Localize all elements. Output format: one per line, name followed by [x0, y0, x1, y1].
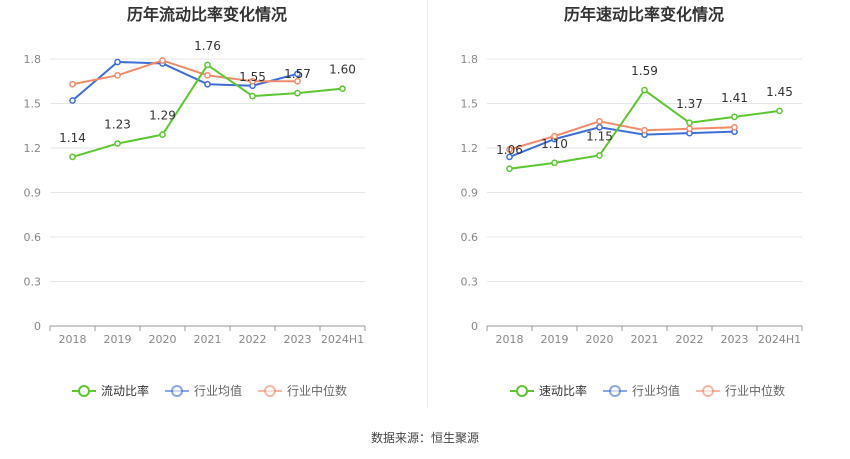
series-line-industry_median [72, 59, 298, 86]
legend-marker-industry_median [702, 385, 714, 397]
data-point-industry_avg [204, 80, 211, 88]
data-label: 1.06 [496, 143, 523, 157]
legend-marker-company [78, 385, 90, 397]
y-tick-label: 0.3 [24, 276, 42, 289]
data-point-company [159, 131, 166, 138]
data-point-company [339, 85, 346, 93]
y-tick-label: 1.8 [461, 53, 479, 66]
x-tick-label: 2024H1 [758, 333, 801, 346]
data-point-company [641, 86, 648, 94]
chart-2: 历年速动比率变化情况 0 0.3 0.6 0.9 1.2 1.5 1.8 2018 2019 202… [461, 5, 803, 398]
y-tick-label: 0.3 [461, 276, 479, 289]
series-line-industry_median [509, 120, 735, 151]
x-tick-label: 2022 [239, 333, 267, 346]
data-point-company [294, 89, 301, 97]
legend-label-company: 速动比率 [539, 383, 587, 398]
y-tick-label: 0.9 [24, 187, 42, 200]
data-label: 1.60 [329, 63, 356, 77]
legend-marker-industry_avg [171, 385, 183, 397]
x-tick-label: 2023 [721, 333, 749, 346]
data-point-company [551, 159, 558, 167]
data-label: 1.57 [284, 67, 311, 81]
chart-title: 历年流动比率变化情况 [127, 5, 287, 24]
data-point-industry_median [114, 71, 121, 79]
data-label: 1.45 [766, 85, 793, 99]
legend: 速动比率 行业均值 行业中位数 [510, 383, 785, 398]
data-point-industry_median [596, 117, 603, 125]
data-label: 1.59 [631, 64, 658, 78]
y-tick-label: 0.6 [461, 231, 479, 244]
data-point-industry_median [249, 77, 256, 85]
x-tick-label: 2020 [586, 333, 614, 346]
y-tick-label: 1.5 [24, 98, 42, 111]
data-point-industry_median [731, 123, 738, 131]
chart-divider [427, 0, 428, 408]
data-point-industry_median [204, 71, 211, 79]
x-tick-label: 2023 [284, 333, 312, 346]
x-tick-label: 2024H1 [321, 333, 364, 346]
series-line-industry_avg [509, 126, 735, 158]
data-label: 1.76 [194, 39, 221, 53]
data-point-industry_median [641, 126, 648, 134]
data-point-company [249, 92, 256, 100]
legend-label-industry_avg: 行业均值 [632, 383, 680, 398]
data-point-company [776, 107, 783, 115]
y-tick-label: 1.8 [24, 53, 42, 66]
legend-label-industry_avg: 行业均值 [194, 383, 242, 398]
data-point-company [596, 152, 603, 159]
y-tick-label: 0 [471, 320, 478, 333]
data-point-industry_median [686, 125, 693, 133]
data-source-label: 数据来源：恒生聚源 [370, 431, 479, 445]
data-label: 1.10 [541, 137, 568, 151]
data-label: 1.14 [59, 131, 86, 145]
y-tick-label: 0 [34, 320, 41, 333]
data-label: 1.23 [104, 118, 131, 132]
chart-1: 历年流动比率变化情况 0 0.3 0.6 0.9 1.2 1.5 1.8 2018 2019 202… [24, 5, 366, 398]
data-point-industry_median [294, 77, 301, 85]
data-label: 1.15 [586, 129, 613, 143]
y-tick-label: 0.6 [24, 231, 42, 244]
data-point-industry_avg [506, 153, 513, 161]
x-tick-label: 2022 [676, 333, 704, 346]
legend-label-industry_median: 行业中位数 [287, 383, 347, 398]
data-point-industry_median [69, 80, 76, 88]
data-point-company [69, 153, 76, 161]
legend-marker-company [516, 385, 528, 397]
y-tick-label: 1.2 [24, 142, 42, 155]
y-tick-label: 1.5 [461, 98, 479, 111]
data-point-company [114, 140, 121, 147]
legend-label-industry_median: 行业中位数 [725, 383, 785, 398]
data-point-company [686, 119, 693, 127]
x-tick-label: 2018 [496, 333, 524, 346]
data-point-company [731, 113, 738, 121]
data-point-company [506, 165, 513, 173]
data-point-industry_avg [294, 70, 301, 78]
data-label: 1.55 [239, 70, 266, 84]
x-tick-label: 2021 [631, 333, 659, 346]
y-tick-label: 0.9 [461, 187, 479, 200]
data-point-industry_median [159, 57, 166, 64]
data-point-industry_avg [69, 97, 76, 104]
series-line-industry_avg [71, 60, 298, 102]
legend: 流动比率 行业均值 行业中位数 [72, 383, 347, 398]
data-point-industry_median [551, 132, 558, 140]
legend-marker-industry_avg [609, 385, 621, 397]
x-tick-label: 2021 [194, 333, 222, 346]
data-point-industry_avg [114, 58, 121, 66]
data-label: 1.29 [149, 109, 176, 123]
data-point-company [204, 61, 211, 69]
data-label: 1.41 [721, 91, 748, 105]
x-tick-label: 2020 [149, 333, 177, 346]
y-tick-label: 1.2 [461, 142, 479, 155]
x-tick-label: 2018 [59, 333, 87, 346]
x-tick-label: 2019 [104, 333, 132, 346]
chart-title: 历年速动比率变化情况 [564, 5, 724, 24]
data-point-industry_median [506, 146, 513, 153]
legend-label-company: 流动比率 [101, 383, 149, 398]
legend-marker-industry_median [264, 385, 276, 397]
data-label: 1.37 [676, 97, 703, 111]
x-tick-label: 2019 [541, 333, 569, 346]
